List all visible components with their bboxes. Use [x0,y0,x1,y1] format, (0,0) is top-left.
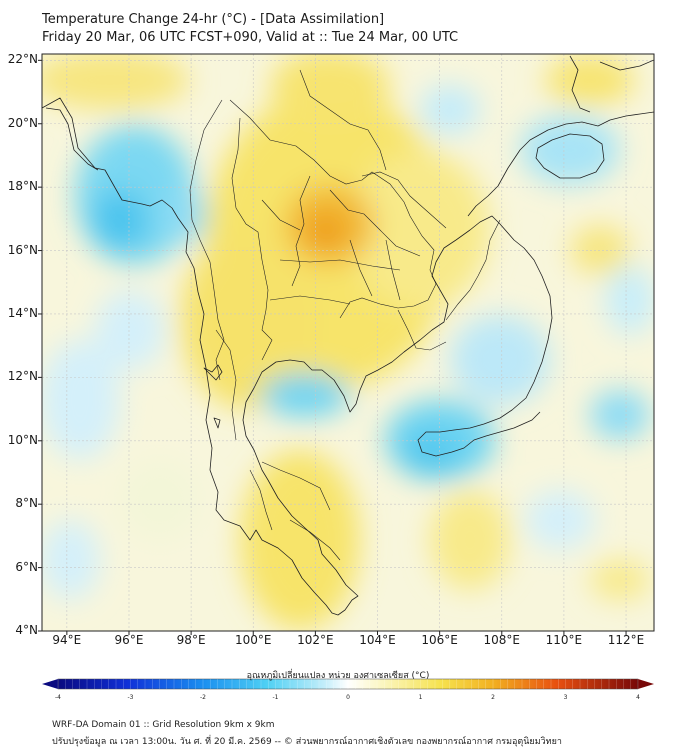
temperature-field [42,54,654,630]
colorbar-tick: 2 [491,694,495,701]
lon-label: 104°E [359,633,396,647]
lat-label: 22°N [7,52,38,67]
map-subtitle: Friday 20 Mar, 06 UTC FCST+090, Valid at… [42,30,459,45]
colorbar-divisions [57,679,639,689]
lon-label: 106°E [421,633,458,647]
colorbar-label: อุณหภูมิเปลี่ยนแปลง หน่วย องศาเซลเซียส (… [246,671,430,681]
colorbar-tick: 1 [418,694,423,701]
lon-label: 108°E [483,633,521,647]
lat-label: 8°N [15,496,38,511]
footer-resolution: WRF-DA Domain 01 :: Grid Resolution 9km … [52,720,275,730]
colorbar-max-arrow [638,679,654,689]
lon-label: 94°E [52,633,82,647]
lon-label: 98°E [176,633,206,647]
coastlines [42,55,654,616]
colorbar-tick: 4 [636,694,640,701]
lon-label: 96°E [114,633,144,647]
lon-label: 110°E [545,633,583,647]
colorbar-tick: -2 [200,694,206,701]
lon-label: 102°E [297,633,334,647]
lon-label: 100°E [234,633,272,647]
colorbar-min-arrow [42,679,58,689]
lat-label: 16°N [7,242,38,257]
colorbar-tick: -3 [127,694,134,701]
lat-label: 6°N [15,559,38,574]
lon-label: 112°E [607,633,645,647]
colorbar-tick: -1 [272,694,279,701]
colorbar-tick: 0 [346,694,350,701]
footer-credit: ปรับปรุงข้อมูล ณ เวลา 13:00น. วัน ศ. ที่… [52,737,562,747]
colorbar-tick: 3 [563,694,568,701]
axis-ticks [38,59,627,635]
lat-lon-grid [42,54,654,631]
lat-label: 20°N [7,115,38,130]
lat-label: 4°N [15,623,38,637]
borders [189,69,501,561]
lat-label: 18°N [7,179,38,194]
lat-label: 12°N [7,369,38,384]
map-title: Temperature Change 24-hr (°C) - [Data As… [42,12,385,27]
lat-label: 14°N [7,305,38,320]
map-frame [41,53,655,632]
colorbar-tick: -4 [55,694,61,701]
lat-label: 10°N [7,432,38,447]
